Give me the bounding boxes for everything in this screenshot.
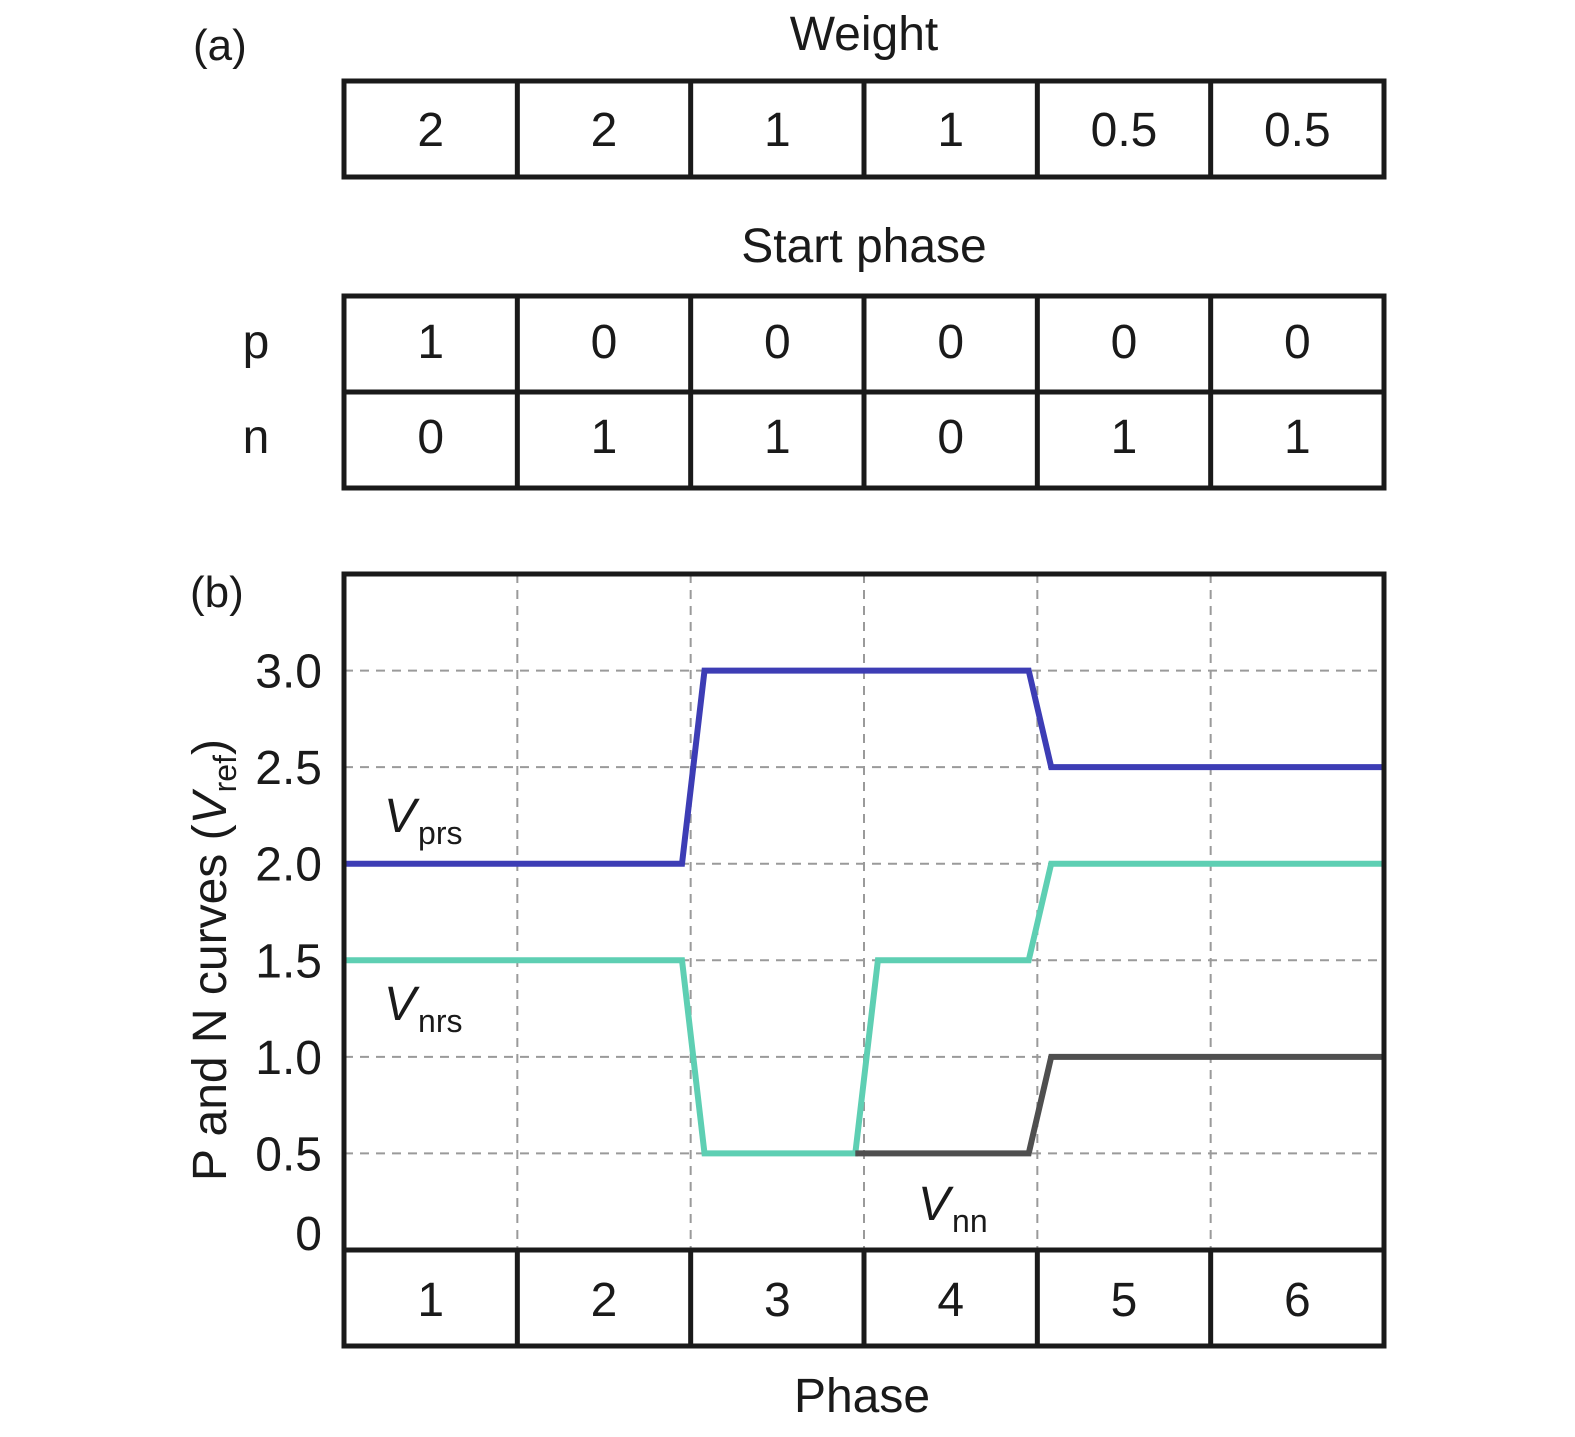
start-phase-table-cells: 1 0 0 0 0 0 0 1 1 0 1 1 [417,316,1310,464]
row-label-p: p [243,316,270,369]
series-line-prs [344,667,1384,867]
panel-a: (a) Weight 2 2 1 1 0.5 0.5 Start phase p n 1 0… [193,8,1387,491]
weight-cell-6: 0.5 [1264,104,1331,157]
row-label-n: n [243,411,270,464]
series-line-nrs [344,860,1384,1157]
y-axis-label-subscript: ref [207,755,243,792]
start-phase-cell-p-1: 1 [417,316,444,369]
start-phase-table: p n 1 0 0 0 0 0 0 1 1 0 1 1 [243,293,1387,491]
y-axis-label-close: ) [184,739,237,755]
weight-cell-4: 1 [937,104,964,157]
start-phase-cell-n-1: 0 [417,411,444,464]
start-phase-cell-p-4: 0 [937,316,964,369]
panel-b: (b) 0 0.5 1.0 1.5 2.0 2.5 3.0 1 2 3 4 5 6 Phase P a… [184,568,1387,1423]
y-axis-ticks: 0 0.5 1.0 1.5 2.0 2.5 3.0 [255,646,322,1261]
y-axis-label-symbol: V [184,788,237,824]
y-tick-label: 1.5 [255,935,322,988]
start-phase-cell-n-4: 0 [937,411,964,464]
x-axis-label: Phase [794,1370,930,1423]
y-tick-label: 0 [295,1208,322,1261]
weight-cell-2: 2 [591,104,618,157]
start-phase-cell-n-5: 1 [1111,411,1138,464]
start-phase-cell-n-3: 1 [764,411,791,464]
start-phase-cell-p-5: 0 [1111,316,1138,369]
phase-axis-table-cells: 1 2 3 4 5 6 [417,1274,1310,1327]
chart-grid [344,574,1384,1250]
weight-table: 2 2 1 1 0.5 0.5 [341,78,1387,180]
y-tick-label: 1.0 [255,1032,322,1085]
series-label-vnn-subscript: nn [952,1203,988,1239]
phase-cell-4: 4 [937,1274,964,1327]
phase-cell-2: 2 [591,1274,618,1327]
series-label-vnrs-subscript: nrs [418,1003,462,1039]
phase-cell-6: 6 [1284,1274,1311,1327]
weight-table-cells: 2 2 1 1 0.5 0.5 [417,104,1330,157]
series-label-vprs: Vprs [384,790,462,851]
phase-cell-3: 3 [764,1274,791,1327]
start-phase-table-dividers [514,296,1214,488]
weight-table-title: Weight [790,8,939,61]
phase-cell-5: 5 [1111,1274,1138,1327]
phase-cell-1: 1 [417,1274,444,1327]
weight-cell-1: 2 [417,104,444,157]
phase-axis-table: 1 2 3 4 5 6 [341,1247,1387,1349]
panel-b-label: (b) [190,568,244,617]
series-label-vprs-subscript: prs [418,815,462,851]
phase-axis-table-dividers [514,1250,1214,1346]
start-phase-cell-p-2: 0 [591,316,618,369]
start-phase-table-title: Start phase [741,220,986,273]
y-tick-label: 0.5 [255,1128,322,1181]
y-tick-label: 2.5 [255,742,322,795]
panel-a-label: (a) [193,21,247,70]
start-phase-cell-n-6: 1 [1284,411,1311,464]
weight-cell-3: 1 [764,104,791,157]
start-phase-cell-n-2: 1 [591,411,618,464]
y-tick-label: 2.0 [255,839,322,892]
y-axis-label-main: P and N curves ( [184,824,237,1181]
y-tick-label: 3.0 [255,646,322,699]
weight-cell-5: 0.5 [1091,104,1158,157]
start-phase-cell-p-3: 0 [764,316,791,369]
series-line-nn [855,1053,1384,1157]
start-phase-cell-p-6: 0 [1284,316,1311,369]
series-label-vnrs-symbol: V [384,978,420,1031]
series-label-vnrs: Vnrs [384,978,462,1039]
series-label-vprs-symbol: V [384,790,420,843]
chart-series [344,667,1384,1157]
weight-table-dividers [514,81,1214,177]
series-label-vnn: Vnn [918,1178,988,1239]
series-label-vnn-symbol: V [918,1178,954,1231]
y-axis-label: P and N curves (Vref) [184,739,243,1181]
